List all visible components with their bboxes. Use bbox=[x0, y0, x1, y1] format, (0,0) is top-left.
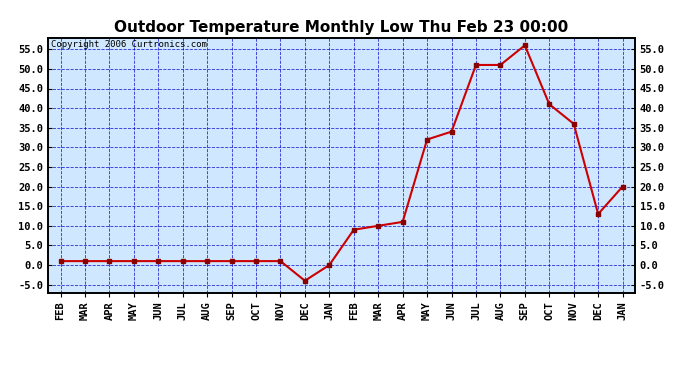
Title: Outdoor Temperature Monthly Low Thu Feb 23 00:00: Outdoor Temperature Monthly Low Thu Feb … bbox=[115, 20, 569, 35]
Text: Copyright 2006 Curtronics.com: Copyright 2006 Curtronics.com bbox=[51, 40, 207, 49]
